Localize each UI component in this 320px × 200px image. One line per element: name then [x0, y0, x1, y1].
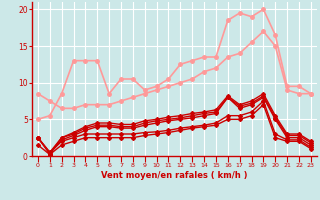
X-axis label: Vent moyen/en rafales ( km/h ): Vent moyen/en rafales ( km/h )	[101, 171, 248, 180]
